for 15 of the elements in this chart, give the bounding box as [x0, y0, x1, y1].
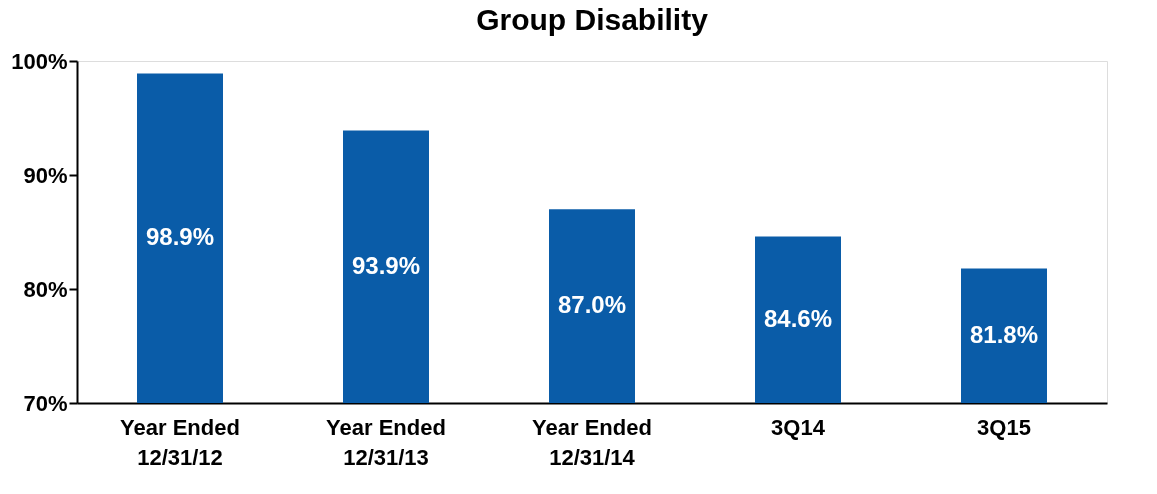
x-tick-label: 3Q15: [977, 414, 1031, 440]
x-tick-label: 3Q14: [771, 414, 826, 440]
x-tick-label: Year Ended 12/31/12: [120, 414, 240, 470]
y-tick-label: 80%: [23, 276, 68, 302]
data-label: 84.6%: [763, 304, 833, 332]
x-tick-label: Year Ended 12/31/14: [532, 414, 652, 470]
y-tick-label: 90%: [23, 162, 68, 188]
x-tick-label: Year Ended 12/31/13: [326, 414, 446, 470]
data-label: 87.0%: [557, 291, 627, 319]
data-label: 81.8%: [969, 320, 1039, 348]
y-tick-label: 100%: [11, 48, 68, 74]
y-tick-label: 70%: [23, 390, 68, 416]
chart-title: Group Disability: [476, 3, 709, 36]
data-label: 93.9%: [351, 251, 421, 279]
data-label: 98.9%: [145, 223, 215, 251]
